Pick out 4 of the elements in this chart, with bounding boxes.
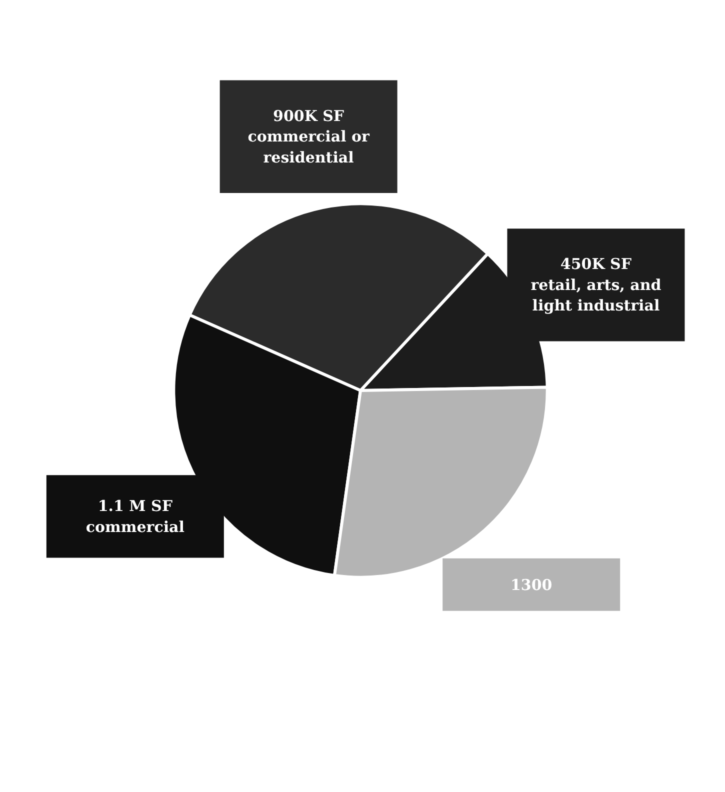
slice-label: 1300 [510, 576, 552, 594]
slice-label: 1.1 M SF commercial [86, 497, 185, 536]
slice-label: 450K SF retail, arts, and light industrial [530, 255, 662, 315]
slice-label: 900K SF commercial or residential [248, 106, 371, 166]
